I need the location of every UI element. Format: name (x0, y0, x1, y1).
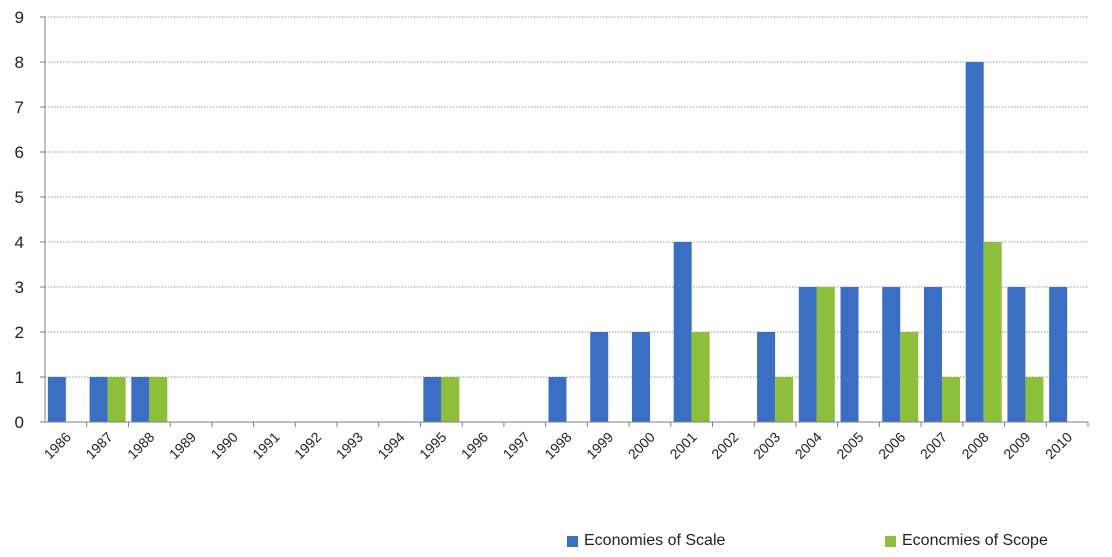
bar-scope-2001 (691, 332, 710, 422)
x-tick-label: 1999 (583, 429, 616, 462)
y-tick-label: 0 (15, 413, 24, 432)
x-tick-label: 1996 (458, 429, 491, 462)
x-tick-label: 2005 (833, 429, 866, 462)
x-axis: 1986 1987 1988 1989 1990 1991 1992 1993 1994 1995… (40, 421, 1089, 462)
y-tick-label: 6 (15, 143, 24, 162)
x-tick-label: 2009 (1000, 429, 1033, 462)
bar-scale-2010 (1049, 287, 1068, 422)
bar-scale-1986 (47, 377, 66, 422)
bar-scope-1988 (149, 377, 168, 422)
bars (47, 62, 1068, 422)
legend-label-scope: Econcmies of Scope (902, 532, 1048, 549)
bar-scale-1998 (548, 377, 567, 422)
bar-scale-1988 (131, 377, 150, 422)
y-tick-label: 7 (15, 98, 24, 117)
x-tick-label: 1990 (208, 429, 241, 462)
x-tick-label: 2008 (958, 429, 991, 462)
bar-scope-1995 (441, 377, 460, 422)
y-tick-label: 8 (15, 53, 24, 72)
bar-scale-2005 (840, 287, 859, 422)
bar-scale-2004 (798, 287, 817, 422)
x-tick-label: 2000 (625, 429, 658, 462)
x-tick-label: 1993 (333, 429, 366, 462)
x-tick-label: 2002 (708, 429, 741, 462)
bar-scale-1995 (423, 377, 442, 422)
legend-item-scale: Economies of Scale (567, 532, 725, 550)
y-tick-label: 3 (15, 278, 24, 297)
x-tick-label: 2007 (917, 429, 950, 462)
x-tick-label: 2010 (1042, 429, 1075, 462)
x-tick-label: 1991 (249, 429, 282, 462)
legend-item-scope: Econcmies of Scope (885, 532, 1048, 550)
x-tick-label: 1998 (541, 429, 574, 462)
bar-scope-1987 (107, 377, 126, 422)
x-tick-label: 1994 (374, 429, 407, 462)
legend-label-scale: Economies of Scale (584, 532, 726, 549)
y-tick-label: 4 (15, 233, 24, 252)
x-tick-label: 1989 (166, 429, 199, 462)
x-tick-label: 1995 (416, 429, 449, 462)
bar-scope-2003 (775, 377, 794, 422)
bar-scale-1987 (89, 377, 108, 422)
y-tick-label: 9 (15, 8, 24, 27)
bar-scale-2006 (882, 287, 901, 422)
x-tick-label: 1992 (291, 429, 324, 462)
x-tick-label: 2004 (792, 429, 825, 462)
bar-scope-2008 (983, 242, 1002, 422)
legend-swatch-scope (885, 535, 896, 547)
x-tick-label: 2001 (666, 429, 699, 462)
x-tick-label: 2003 (750, 429, 783, 462)
bar-scope-2007 (941, 377, 960, 422)
legend-swatch-scale (567, 535, 578, 547)
bar-scale-2001 (673, 242, 692, 422)
y-axis: 0 1 2 3 4 5 6 7 8 9 (15, 8, 46, 432)
bar-scope-2006 (900, 332, 919, 422)
bar-scope-2004 (816, 287, 835, 422)
x-tick-label: 1987 (82, 429, 115, 462)
bar-scale-2007 (923, 287, 942, 422)
y-tick-label: 1 (15, 368, 24, 387)
bar-scale-1999 (590, 332, 609, 422)
x-tick-label: 1997 (500, 429, 533, 462)
bar-scale-2000 (631, 332, 650, 422)
x-tick-label: 2006 (875, 429, 908, 462)
y-tick-label: 2 (15, 323, 24, 342)
bar-scope-2009 (1025, 377, 1044, 422)
bar-scale-2003 (757, 332, 776, 422)
y-tick-label: 5 (15, 188, 24, 207)
bar-scale-2008 (965, 62, 984, 422)
x-tick-label: 1986 (41, 429, 74, 462)
x-tick-label: 1988 (124, 429, 157, 462)
bar-scale-2009 (1007, 287, 1026, 422)
